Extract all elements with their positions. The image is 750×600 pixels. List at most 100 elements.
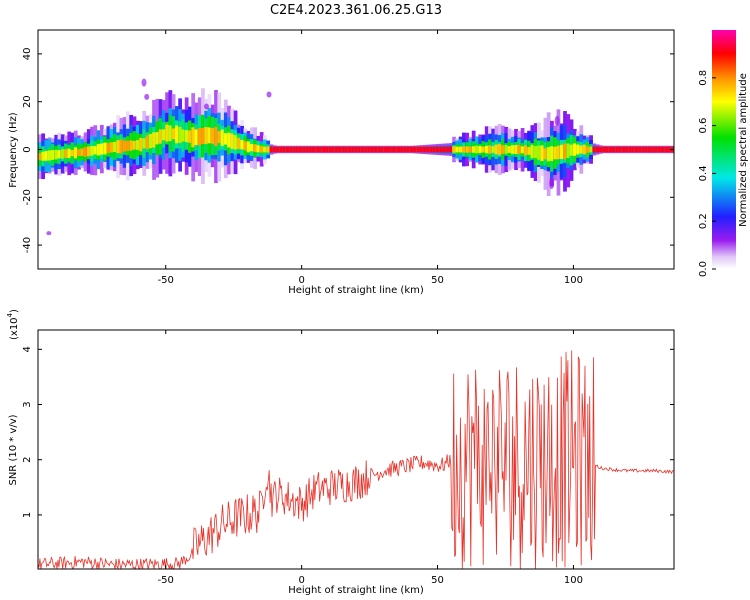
heatmap-cell (129, 140, 134, 151)
heatmap-cell (563, 143, 567, 160)
heatmap-cell (654, 146, 659, 153)
heatmap-cell (514, 144, 518, 155)
heatmap-cell (223, 133, 228, 145)
heatmap-cell (377, 146, 381, 153)
heatmap-cell (83, 146, 88, 157)
heatmap-cell (667, 146, 672, 153)
y-tick-label: 40 (22, 48, 33, 61)
spectrogram-x-ticks: -50 0 50 100 (158, 30, 583, 286)
heatmap-cell (158, 129, 163, 144)
heatmap-cell (549, 176, 555, 189)
heatmap-cell (527, 147, 531, 155)
heatmap-cell (631, 146, 636, 153)
y-tick-label: 20 (22, 95, 33, 108)
heatmap-cell (266, 146, 271, 153)
heatmap-cell (465, 146, 470, 153)
heatmap-cell (523, 145, 528, 156)
heatmap-cell (543, 148, 548, 160)
heatmap-cell (328, 146, 333, 153)
heatmap-cell (657, 146, 662, 153)
heatmap-cell (70, 149, 75, 157)
heatmap-cell (484, 145, 489, 154)
heatmap-cell (647, 146, 652, 153)
heatmap-cell (641, 146, 646, 153)
colorbar-tick-label: 0.4 (698, 165, 709, 181)
heatmap-cell (311, 146, 316, 153)
heatmap-cell (253, 144, 258, 153)
heatmap-cell (233, 135, 238, 150)
heatmap-cell (510, 145, 515, 154)
heatmap-cell (155, 132, 160, 145)
heatmap-cell (504, 145, 509, 154)
heatmap-cell (113, 141, 117, 153)
heatmap-cell (47, 150, 52, 161)
snr-frame (37, 329, 675, 570)
heatmap-cell (419, 146, 424, 153)
heatmap-cell (46, 231, 52, 236)
heatmap-cell (135, 140, 140, 150)
heatmap-cell (57, 150, 62, 159)
heatmap-cell (517, 144, 522, 155)
heatmap-cell (553, 146, 558, 160)
heatmap-cell (139, 137, 143, 152)
heatmap-cell (468, 146, 473, 153)
colorbar-tick-label: 0.2 (698, 213, 709, 229)
heatmap-cell (403, 146, 408, 153)
heatmap-cell (422, 146, 427, 153)
heatmap-cell (64, 149, 68, 159)
heatmap-cell (315, 146, 319, 153)
heatmap-cell (429, 146, 434, 153)
heatmap-cell (122, 140, 127, 152)
snr-panel: -50 0 50 100 1 2 3 4 Height of straight line (… (6, 309, 675, 596)
heatmap-cell (455, 146, 460, 153)
heatmap-cell (240, 139, 244, 150)
heatmap-cell (494, 144, 499, 155)
heatmap-cell (217, 131, 222, 144)
chart-title: C2E4.2023.361.06.25.G13 (270, 3, 442, 18)
heatmap-cell (194, 129, 199, 146)
colorbar-gradient (712, 30, 736, 269)
snr-scale-base: (x10 (9, 317, 20, 340)
heatmap-cell (559, 144, 564, 159)
heatmap-cell (308, 146, 313, 153)
heatmap-cell (396, 146, 401, 153)
heatmap-cell (383, 146, 388, 153)
heatmap-cell (152, 132, 156, 148)
heatmap-cell (41, 151, 46, 161)
heatmap-cell (478, 146, 483, 153)
heatmap-cell (644, 146, 649, 153)
heatmap-cell (266, 91, 272, 98)
heatmap-cell (165, 124, 169, 142)
heatmap-cell (664, 146, 668, 153)
heatmap-cell (458, 146, 463, 153)
snr-scale-exponent: 4 (6, 312, 14, 317)
y-tick-label: 1 (22, 512, 33, 518)
heatmap-cell (605, 146, 610, 153)
heatmap-cell (638, 146, 642, 153)
heatmap-cell (279, 146, 284, 153)
heatmap-cell (318, 146, 323, 153)
heatmap-cell (576, 144, 580, 155)
heatmap-cell (448, 146, 453, 153)
x-tick-label: 50 (431, 275, 444, 286)
heatmap-cell (400, 146, 404, 153)
heatmap-cell (471, 146, 476, 153)
heatmap-cell (184, 130, 189, 143)
heatmap-cell (145, 135, 150, 150)
y-tick-label: 4 (22, 346, 33, 352)
heatmap-cell (148, 133, 153, 149)
y-tick-label: 0 (22, 146, 33, 152)
heatmap-cell (263, 146, 267, 153)
heatmap-cell (595, 146, 600, 153)
spectrogram-y-ticks: -40 -20 0 20 40 (22, 48, 674, 253)
heatmap-cell (331, 146, 336, 153)
heatmap-cell (103, 142, 107, 155)
spectrogram-panel: -50 0 50 100 -40 -20 0 20 40 Height of straight… (8, 29, 675, 296)
heatmap-cell (207, 127, 212, 144)
snr-scale-factor: (x104) (6, 309, 20, 340)
heatmap-cell (344, 146, 349, 153)
heatmap-cell (354, 146, 359, 153)
heatmap-cell (292, 146, 297, 153)
x-tick-label: 100 (564, 275, 583, 286)
heatmap-cell (357, 146, 362, 153)
